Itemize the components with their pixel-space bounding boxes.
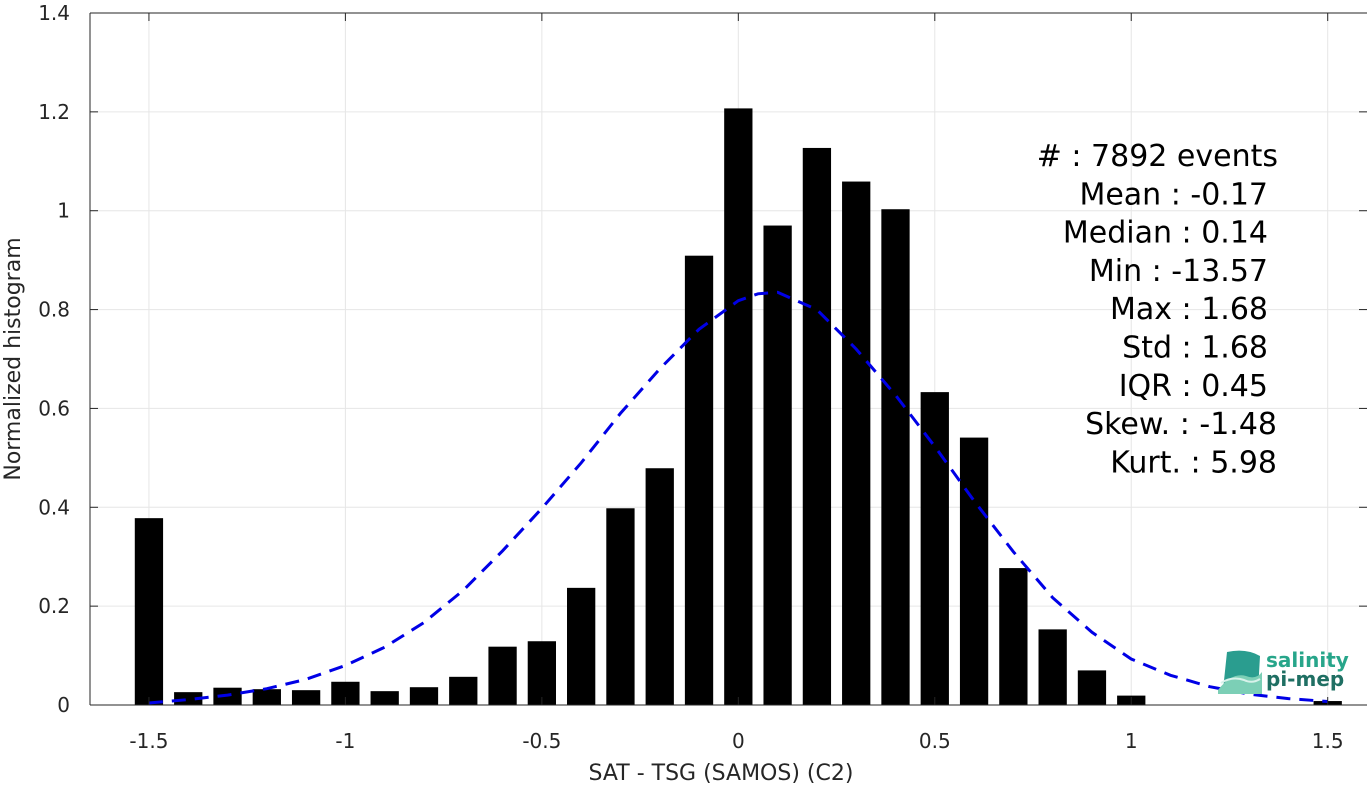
- histogram-bar: [684, 255, 714, 706]
- y-tick-label: 1: [57, 199, 70, 223]
- y-tick-label: 1.4: [38, 1, 70, 25]
- stats-line: Mean : -0.17: [1079, 177, 1268, 212]
- axes-frame: [89, 12, 1367, 706]
- x-tick-label: 0.5: [919, 729, 951, 753]
- y-tick-label: 0.6: [38, 396, 70, 420]
- salinity-pi-mep-logo: salinity pi-mep: [1218, 648, 1349, 694]
- y-tick-label: 0: [57, 693, 70, 717]
- histogram-bar: [409, 687, 439, 705]
- histogram-bar: [1038, 629, 1067, 705]
- histogram-bar: [959, 437, 989, 705]
- histogram-bar: [488, 646, 517, 705]
- x-tick-label: 1.5: [1312, 729, 1344, 753]
- stats-line: Median : 0.14: [1063, 216, 1268, 251]
- gaussian-fit-line: [148, 290, 1328, 705]
- histogram-bar: [174, 692, 203, 705]
- logo-line-2: pi-mep: [1266, 667, 1344, 691]
- logo-wave-icon: [1218, 650, 1262, 694]
- histogram-bar: [999, 568, 1028, 705]
- stats-line: Skew. : -1.48: [1085, 407, 1277, 442]
- histogram-bar: [567, 587, 596, 705]
- histogram-bar: [370, 691, 399, 705]
- histogram-bar: [763, 225, 792, 706]
- y-tick-labels: 0 0.2 0.4 0.6 0.8 1 1.2 1.4: [38, 1, 70, 717]
- stats-line: IQR : 0.45: [1119, 369, 1268, 404]
- histogram-bar: [842, 181, 871, 706]
- y-tick-label: 0.4: [38, 495, 70, 519]
- histogram-bar: [606, 508, 635, 705]
- stats-line: Max : 1.68: [1110, 292, 1268, 327]
- histogram-bar: [449, 676, 478, 705]
- stats-line: # : 7892 events: [1037, 139, 1278, 174]
- logo-line-1: salinity: [1266, 648, 1349, 672]
- stats-line: Kurt. : 5.98: [1110, 445, 1277, 480]
- x-tick-label: 0: [732, 729, 745, 753]
- x-tick-labels: -1.5 -1 -0.5 0 0.5 1 1.5: [129, 729, 1343, 753]
- y-tick-label: 0.2: [38, 594, 70, 618]
- histogram-bar: [527, 641, 557, 705]
- x-tick-label: -1.5: [129, 729, 168, 753]
- stats-line: Std : 1.68: [1122, 331, 1268, 366]
- stats-line: Min : -13.57: [1089, 254, 1268, 289]
- histogram-bar: [881, 209, 910, 705]
- x-tick-label: -0.5: [522, 729, 561, 753]
- x-tick-label: -1: [335, 729, 355, 753]
- histogram-bar: [291, 690, 321, 705]
- histogram-bar: [724, 108, 753, 705]
- x-axis-label: SAT - TSG (SAMOS) (C2): [589, 761, 854, 785]
- y-tick-label: 0.8: [38, 298, 70, 322]
- histogram-bar: [134, 518, 164, 705]
- histogram-bar: [802, 147, 832, 705]
- x-tick-label: 1: [1125, 729, 1138, 753]
- y-axis-label: Normalized histogram: [1, 237, 26, 480]
- histogram-bar: [645, 468, 674, 705]
- histogram-bar: [1077, 670, 1107, 705]
- histogram-bar: [920, 392, 949, 705]
- y-tick-label: 1.2: [38, 100, 70, 124]
- histogram-bar: [252, 689, 281, 705]
- histogram-bar: [331, 681, 360, 705]
